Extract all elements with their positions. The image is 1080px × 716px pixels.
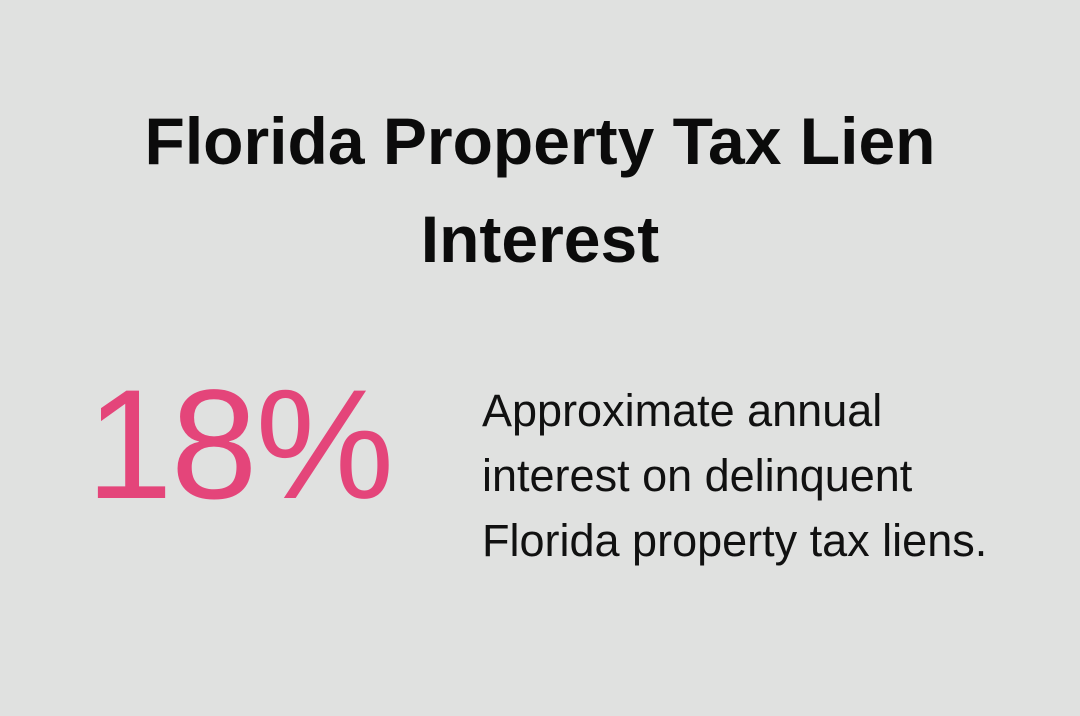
stat-description: Approximate annual interest on delinquen… (482, 385, 988, 566)
title: Florida Property Tax Lien Interest (144, 104, 936, 276)
stat-value: 18% (86, 358, 394, 532)
